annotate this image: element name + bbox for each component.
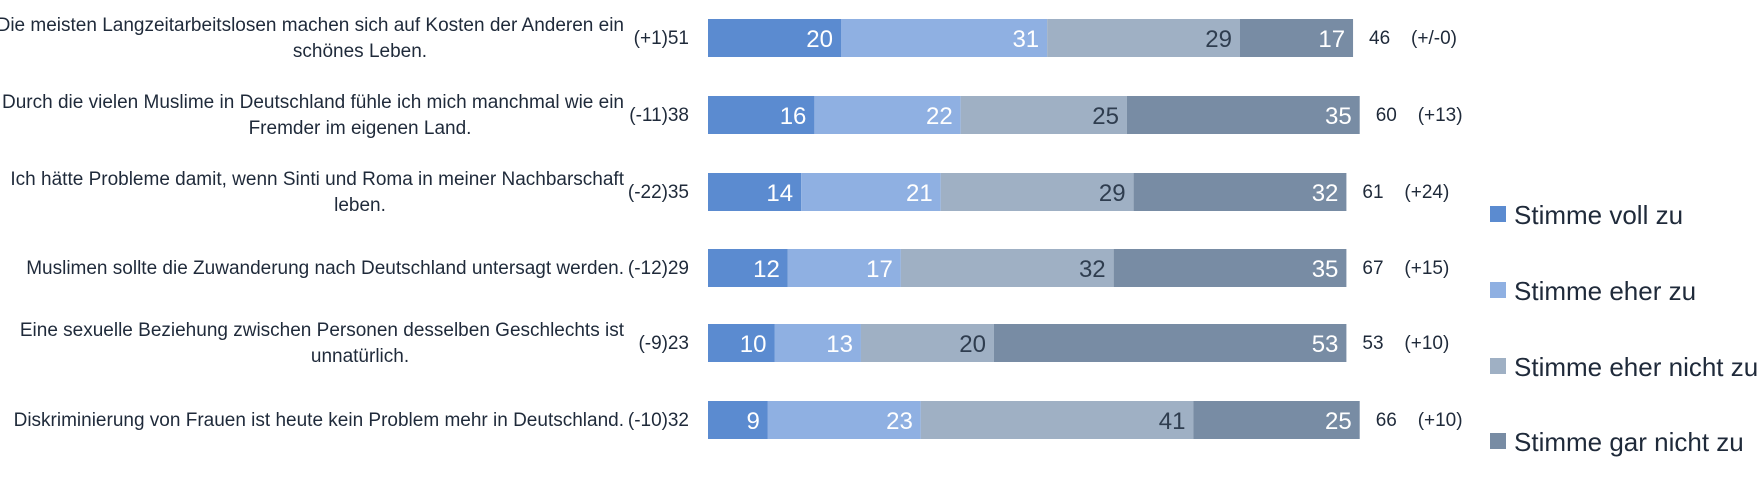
- bar-segment: [708, 173, 802, 211]
- segment-value-label: 16: [780, 103, 807, 130]
- right-change-label: (+10): [1404, 333, 1449, 354]
- legend-swatch: [1490, 206, 1506, 222]
- segment-value-label: 35: [1312, 256, 1339, 283]
- bar-segment: [708, 249, 788, 287]
- segment-value-label: 13: [826, 331, 853, 358]
- segment-value-label: 32: [1079, 256, 1106, 283]
- segment-value-label: 25: [1092, 103, 1119, 130]
- segment-value-label: 17: [1318, 26, 1345, 53]
- bar-segment: [841, 19, 1048, 57]
- segment-value-label: 53: [1312, 331, 1339, 358]
- statement-label: Diskriminierung von Frauen ist heute kei…: [14, 410, 624, 431]
- statement-label: schönes Leben.: [293, 41, 427, 62]
- legend-swatch: [1490, 433, 1506, 449]
- left-change-label: (-9): [638, 333, 668, 354]
- bar-segment: [1126, 96, 1360, 134]
- statement-label: unnatürlich.: [311, 346, 409, 367]
- segment-value-label: 23: [886, 408, 913, 435]
- right-total-label: 67: [1362, 258, 1383, 279]
- left-change-label: (-12): [628, 258, 668, 279]
- right-change-label: (+10): [1418, 410, 1463, 431]
- right-change-label: (+24): [1404, 182, 1449, 203]
- segment-value-label: 9: [746, 408, 759, 435]
- left-change-label: (-22): [628, 182, 668, 203]
- right-total-label: 60: [1376, 105, 1397, 126]
- statement-label: leben.: [334, 195, 386, 216]
- left-total-label: 51: [668, 28, 689, 49]
- bar-segment: [860, 324, 994, 362]
- bar-segment: [708, 96, 815, 134]
- right-change-label: (+/-0): [1411, 28, 1457, 49]
- legend-swatch: [1490, 358, 1506, 374]
- statement-label: Ich hätte Probleme damit, wenn Sinti und…: [10, 169, 624, 190]
- left-change-label: (-11): [629, 105, 668, 126]
- segment-value-label: 20: [806, 26, 833, 53]
- left-total-label: 23: [668, 333, 689, 354]
- segment-value-label: 10: [740, 331, 767, 358]
- statement-label: Eine sexuelle Beziehung zwischen Persone…: [20, 320, 625, 341]
- segment-value-label: 31: [1012, 26, 1039, 53]
- bar-segment: [1133, 173, 1347, 211]
- segment-value-label: 21: [906, 180, 933, 207]
- statement-label: Fremder im eigenen Land.: [249, 118, 472, 139]
- right-total-label: 61: [1362, 182, 1383, 203]
- bar-segment: [767, 401, 921, 439]
- legend-swatch: [1490, 282, 1506, 298]
- segment-value-label: 35: [1325, 103, 1352, 130]
- statement-label: Die meisten Langzeitarbeitslosen machen …: [0, 15, 624, 36]
- bar-segment: [787, 249, 901, 287]
- right-total-label: 53: [1362, 333, 1383, 354]
- bar-segment: [920, 401, 1194, 439]
- bar-segment: [1240, 19, 1354, 57]
- statement-label: Muslimen sollte die Zuwanderung nach Deu…: [26, 258, 624, 279]
- segment-value-label: 20: [959, 331, 986, 358]
- segment-value-label: 25: [1325, 408, 1352, 435]
- left-change-label: (-10): [628, 410, 668, 431]
- right-change-label: (+15): [1404, 258, 1449, 279]
- legend-label: Stimme eher zu: [1514, 276, 1696, 306]
- right-change-label: (+13): [1418, 105, 1463, 126]
- statement-label: Durch die vielen Muslime in Deutschland …: [2, 92, 624, 113]
- segment-value-label: 32: [1312, 180, 1339, 207]
- bar-segment: [993, 324, 1347, 362]
- bar-segment: [774, 324, 861, 362]
- segment-value-label: 12: [753, 256, 780, 283]
- bar-segment: [708, 401, 768, 439]
- bar-segment: [1193, 401, 1360, 439]
- segment-value-label: 41: [1159, 408, 1186, 435]
- legend-label: Stimme gar nicht zu: [1514, 427, 1744, 457]
- bar-segment: [1113, 249, 1347, 287]
- left-total-label: 35: [668, 182, 689, 203]
- segment-value-label: 29: [1099, 180, 1126, 207]
- bar-segment: [708, 324, 775, 362]
- segment-value-label: 22: [926, 103, 953, 130]
- bar-segment: [940, 173, 1134, 211]
- bar-segment: [1047, 19, 1240, 57]
- left-change-label: (+1): [634, 28, 668, 49]
- bar-segment: [801, 173, 941, 211]
- bar-segment: [708, 19, 841, 57]
- segment-value-label: 29: [1205, 26, 1232, 53]
- bar-segment: [960, 96, 1127, 134]
- right-total-label: 66: [1376, 410, 1397, 431]
- legend-label: Stimme voll zu: [1514, 200, 1683, 230]
- bar-segment: [900, 249, 1114, 287]
- left-total-label: 32: [668, 410, 689, 431]
- segment-value-label: 14: [766, 180, 793, 207]
- segment-value-label: 17: [866, 256, 893, 283]
- left-total-label: 29: [668, 258, 689, 279]
- legend-label: Stimme eher nicht zu: [1514, 352, 1758, 382]
- bar-segment: [814, 96, 961, 134]
- left-total-label: 38: [668, 105, 689, 126]
- right-total-label: 46: [1369, 28, 1390, 49]
